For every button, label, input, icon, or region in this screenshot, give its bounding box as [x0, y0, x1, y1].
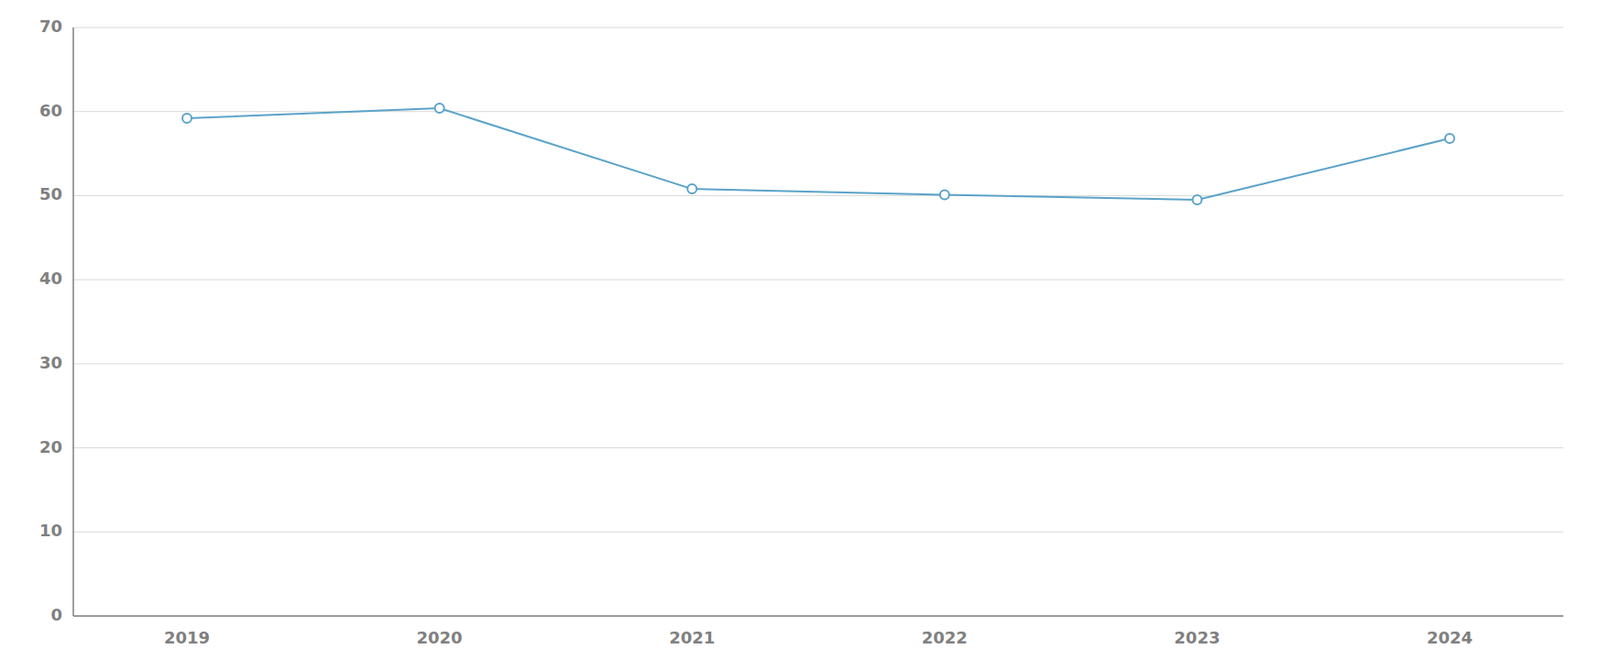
marker [940, 190, 950, 200]
marker [435, 103, 445, 113]
chart: 0 10 20 30 40 50 60 70 2019 2020 2021 2022 2023 2024 [0, 0, 1600, 671]
y-tick-label: 60 [39, 100, 63, 121]
y-tick-label: 10 [39, 520, 63, 540]
y-tick-label: 70 [39, 16, 63, 36]
marker [1192, 195, 1202, 205]
grid-line [73, 195, 1564, 197]
x-tick-label: 2019 [164, 627, 210, 647]
x-tick-label: 2023 [1173, 627, 1220, 647]
x-axis-line [73, 614, 1564, 617]
grid-line [73, 615, 1564, 617]
y-tick-label: 30 [39, 352, 63, 373]
marker [687, 184, 697, 194]
y-grid [73, 27, 1564, 616]
x-tick-label: 2020 [416, 627, 463, 647]
y-tick-label: 50 [39, 184, 63, 204]
y-tick-label: 20 [39, 437, 63, 457]
chart-container: 0 10 20 30 40 50 60 70 2019 2020 2021 2022 2023 2024 [0, 0, 1600, 671]
marker [1445, 133, 1455, 143]
grid-line [73, 362, 1564, 364]
grid-line [73, 27, 1564, 29]
y-axis-line [72, 27, 75, 616]
grid-line [73, 279, 1564, 281]
grid-line [73, 447, 1564, 449]
line [186, 108, 1450, 200]
marker [182, 113, 192, 123]
grid-line [73, 110, 1564, 112]
grid-line [73, 531, 1564, 533]
x-tick-label: 2024 [1426, 627, 1473, 647]
x-tick-label: 2021 [668, 627, 715, 647]
x-tick-label: 2022 [921, 627, 968, 647]
plot-area [182, 103, 1455, 205]
y-tick-label: 0 [50, 604, 63, 625]
y-tick-label: 40 [39, 268, 63, 288]
